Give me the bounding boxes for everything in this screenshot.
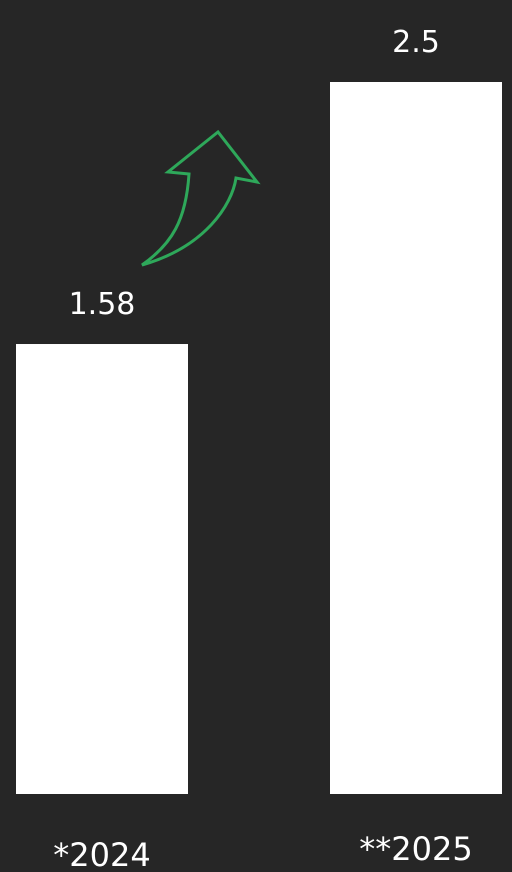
category-label-1: **2025 xyxy=(359,830,472,868)
category-label-0: *2024 xyxy=(53,836,150,872)
curved-up-arrow-icon xyxy=(141,129,261,267)
value-label-1: 2.5 xyxy=(392,25,440,60)
value-label-0: 1.58 xyxy=(69,287,136,322)
bar-0 xyxy=(16,344,188,794)
labels-layer: 1.58 *2024 2.5 **2025 xyxy=(53,25,472,872)
bars-layer xyxy=(16,82,502,794)
bar-1 xyxy=(330,82,502,794)
